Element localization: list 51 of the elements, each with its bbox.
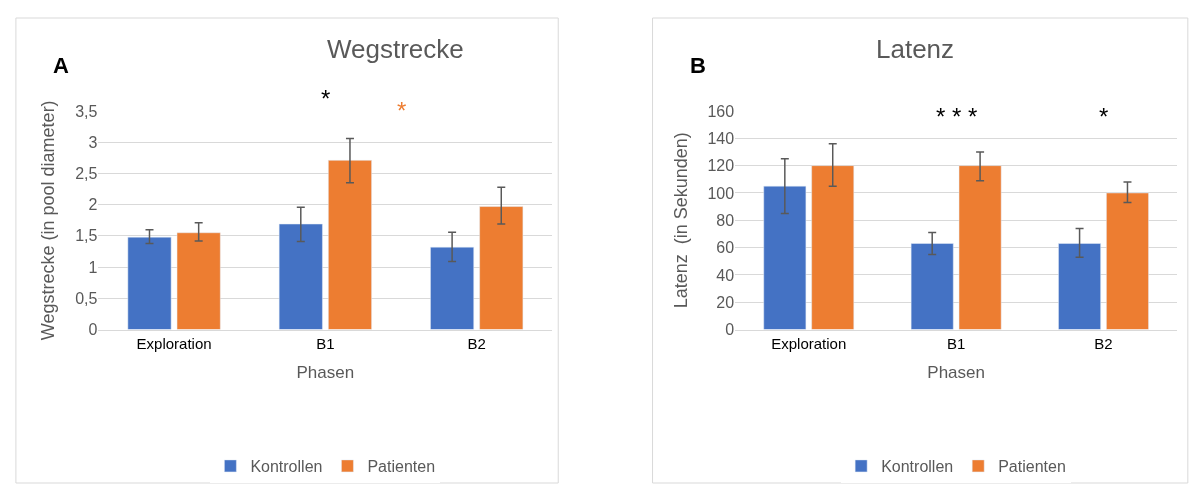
y-tick-label: 100 <box>707 184 735 202</box>
y-tick-label: 40 <box>716 266 735 284</box>
y-tick-label: 0 <box>725 321 735 339</box>
bar <box>278 223 323 330</box>
bar <box>958 165 1002 330</box>
y-tick-label: 140 <box>707 129 735 147</box>
x-axis-title: Phasen <box>296 362 355 382</box>
x-axis-title: Phasen <box>927 362 985 382</box>
legend-label: Patienten <box>367 458 436 476</box>
x-tick-label: B2 <box>1094 334 1113 352</box>
text: A <box>53 53 69 78</box>
chart-title: Wegstrecke <box>327 34 464 64</box>
bar <box>127 236 172 330</box>
x-tick-label: B2 <box>467 334 486 352</box>
y-tick-label: 60 <box>716 239 735 257</box>
x-tick-label: Exploration <box>136 334 212 352</box>
x-tick-label: B1 <box>946 334 966 352</box>
y-tick-label: 3,5 <box>75 102 98 120</box>
y-tick-label: 0,5 <box>75 289 98 307</box>
bar <box>910 243 954 330</box>
bar <box>1106 192 1149 330</box>
legend-label: Kontrollen <box>250 458 323 476</box>
y-tick-label: 0 <box>88 321 98 339</box>
bar <box>811 165 855 330</box>
bar <box>763 185 807 330</box>
bar <box>176 232 221 330</box>
bar <box>328 160 372 330</box>
bar <box>1058 243 1101 330</box>
legend-label: Patienten <box>998 458 1066 476</box>
text: B <box>690 53 706 78</box>
y-tick-label: 2 <box>88 196 98 214</box>
x-tick-label: Exploration <box>771 334 847 352</box>
bar <box>479 206 524 330</box>
y-tick-label: 1 <box>88 258 98 276</box>
annotation: * * * <box>936 103 978 130</box>
y-axis-title: Latenz (in Sekunden) <box>670 132 691 309</box>
y-tick-label: 120 <box>707 157 735 175</box>
annotation: * <box>397 97 407 124</box>
annotation: * <box>1099 103 1109 130</box>
y-tick-label: 1,5 <box>75 227 98 245</box>
y-tick-label: 2,5 <box>75 165 98 183</box>
x-tick-label: B1 <box>316 334 335 352</box>
legend-label: Kontrollen <box>881 458 954 476</box>
y-tick-label: 80 <box>716 211 735 229</box>
annotation: * <box>321 85 331 112</box>
chart-title: Latenz <box>876 34 955 64</box>
y-axis-title: Wegstrecke (in pool diameter) <box>38 100 59 341</box>
bar <box>430 246 474 330</box>
y-tick-label: 160 <box>707 102 735 120</box>
y-tick-label: 20 <box>716 293 735 311</box>
y-tick-label: 3 <box>88 133 98 151</box>
